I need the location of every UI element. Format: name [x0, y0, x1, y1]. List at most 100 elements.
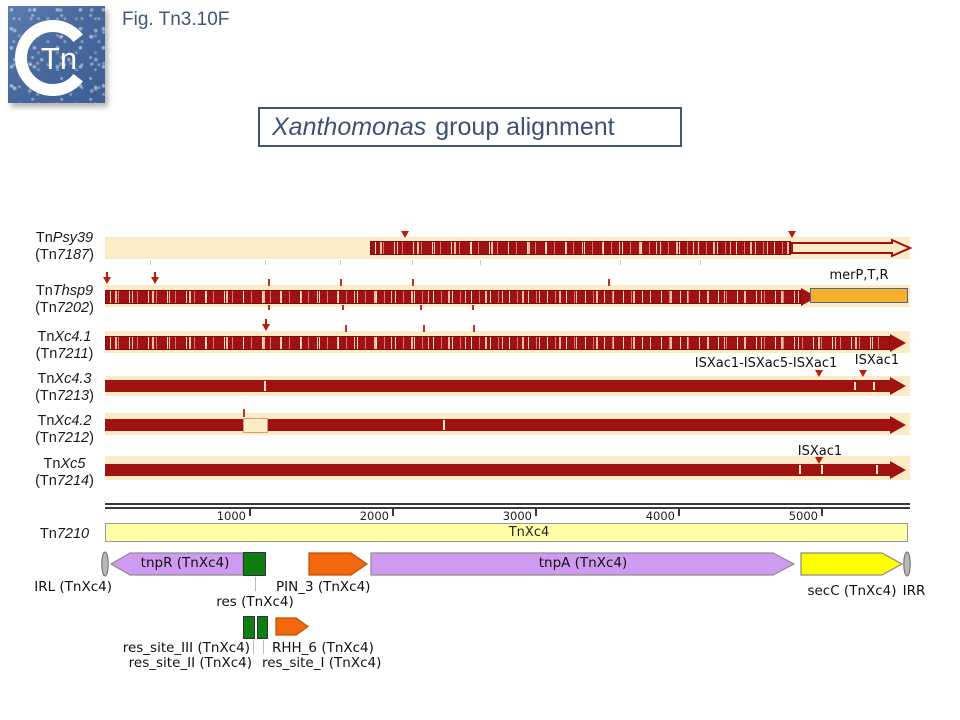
identity-band [105, 464, 890, 476]
res-site-iii-box [243, 616, 255, 639]
grid-tick [150, 260, 151, 265]
insertion-marker-icon [151, 277, 159, 284]
grid-tick [265, 260, 266, 265]
t: ) [89, 388, 94, 404]
connector-line [263, 640, 264, 654]
arrowhead-icon [890, 461, 906, 479]
variant-tick [243, 409, 245, 417]
track-serial-line: (Tn7212) [22, 430, 107, 447]
t: 7212 [56, 430, 90, 446]
deletion-gap-box [243, 418, 268, 433]
similarity-band [370, 241, 791, 255]
track-name-line: TnXc4.3 [22, 371, 107, 388]
secc-label: secC (TnXc4) [807, 583, 897, 599]
insertion-marker-icon [815, 370, 823, 377]
track-name-line: TnThsp9 [22, 283, 107, 300]
grid-tick [412, 260, 413, 265]
t: Xc5 [60, 456, 86, 472]
figure-title-box: Xanthomonas group alignment [258, 107, 682, 147]
insertion-marker-icon [103, 277, 111, 284]
t: 7202 [56, 300, 90, 316]
res-site-i-label: res_site_I (TnXc4) [262, 655, 382, 671]
t: Tn [37, 371, 55, 387]
t: (Tn [35, 300, 57, 316]
scale-tick [678, 508, 680, 516]
track-name-line: TnXc4.2 [22, 413, 107, 430]
alignment-track-tnxc41 [105, 319, 910, 353]
isxac-single-label-bottom: ISXac1 [797, 444, 843, 459]
grid-tick [700, 260, 701, 265]
t: Tn [43, 456, 61, 472]
secc-gene-arrow [800, 552, 904, 576]
t: 7214 [56, 473, 90, 489]
irl-terminal-repeat [101, 551, 109, 577]
t: (Tn [35, 388, 57, 404]
title-genus: Xanthomonas [272, 113, 427, 141]
t: 7187 [56, 247, 90, 263]
track-serial-line: (Tn7213) [22, 388, 107, 405]
gap-tick [264, 381, 266, 391]
t: ) [88, 346, 94, 362]
t: Tn [35, 230, 53, 246]
track-serial-line: (Tn7211) [22, 346, 107, 363]
t: Psy39 [52, 230, 94, 246]
mer-label: merP,T,R [829, 268, 889, 283]
variant-tick [268, 279, 270, 286]
irr-label: IRR [902, 583, 926, 599]
identity-band [105, 419, 890, 431]
open-arrow-shape [791, 238, 912, 258]
gap-tick [854, 382, 856, 390]
gene-arrow-shape [275, 617, 309, 636]
t: Thsp9 [52, 283, 94, 299]
marker-stem [154, 272, 156, 277]
gap-tick [876, 465, 878, 474]
res-site-box [243, 552, 266, 576]
t: Tn [35, 283, 53, 299]
scale-bar [105, 503, 910, 509]
scale-tick-label: 2000 [359, 509, 389, 523]
res-site-ii-box [257, 616, 268, 639]
similarity-band [105, 336, 890, 350]
marker-stem [106, 272, 108, 277]
scale-tick [392, 508, 394, 516]
t: 7210 [56, 526, 90, 542]
scale-tick-label: 1000 [216, 509, 246, 523]
track-name-line: TnXc4.1 [22, 329, 107, 346]
alignment-track-tnpsy39 [105, 231, 912, 265]
variant-tick [342, 305, 344, 310]
open-arrow [791, 238, 912, 258]
gap-tick [821, 465, 823, 474]
track-name-line: TnXc5 [22, 456, 107, 473]
tncentral-logo: Tn [8, 6, 105, 103]
scale-tick [535, 508, 537, 516]
variant-tick [345, 325, 347, 332]
track-serial-line: (Tn7187) [22, 247, 107, 264]
gap-tick [873, 382, 875, 390]
track-serial-line: (Tn7214) [22, 473, 107, 490]
arrowhead-icon [890, 334, 906, 352]
ir-shape [101, 551, 109, 577]
scale-tick [249, 508, 251, 516]
ir-shape [903, 551, 911, 577]
res-site-ii-label: res_site_II (TnXc4) [128, 655, 252, 671]
variant-tick [423, 325, 425, 332]
alignment-track-tnxc5 [105, 456, 910, 480]
alignment-track-tnxc42 [105, 409, 910, 435]
track-label-tnthsp9: TnThsp9 (Tn7202) [22, 283, 107, 317]
track-label-tnxc5: TnXc5 (Tn7214) [22, 456, 107, 490]
t: (Tn [35, 247, 57, 263]
isxac-triple-label: ISXac1-ISXac5-ISXac1 [694, 356, 838, 371]
t: Tn [39, 526, 57, 542]
logo-c-arc: Tn [14, 20, 83, 96]
t: (Tn [35, 473, 57, 489]
marker-stem [265, 319, 267, 324]
alignment-track-tnthsp9 [103, 272, 910, 310]
insertion-marker-icon [859, 370, 867, 377]
t: Xc4.3 [54, 371, 92, 387]
rhh6-gene-arrow [275, 617, 309, 636]
insertion-marker-icon [815, 457, 823, 464]
scale-tick-label: 3000 [502, 509, 532, 523]
t: (Tn [35, 430, 57, 446]
gene-arrow-shape [370, 552, 796, 576]
